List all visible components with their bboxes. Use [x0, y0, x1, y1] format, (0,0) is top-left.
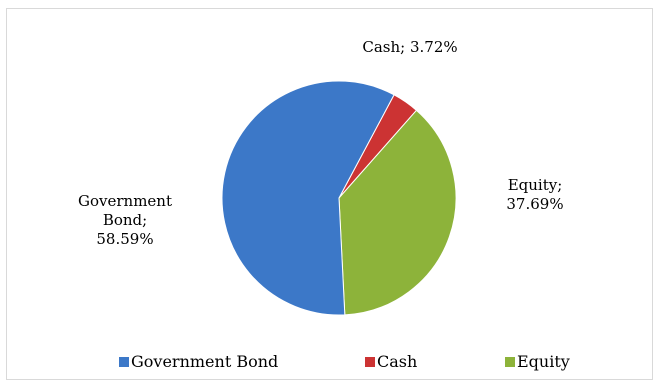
- legend-item-government-bond: Government Bond: [119, 352, 278, 371]
- legend-label-government-bond: Government Bond: [131, 352, 279, 371]
- legend-swatch-government-bond: [119, 356, 129, 367]
- legend-swatch-cash: [365, 356, 375, 367]
- data-label-equity: Equity; 37.69%: [506, 176, 563, 213]
- legend-swatch-equity: [505, 356, 515, 367]
- pie-slice-government-bond: [221, 80, 395, 316]
- legend: Government Bond Cash Equity: [0, 352, 660, 376]
- data-label-cash: Cash; 3.72%: [362, 38, 457, 56]
- legend-item-cash: Cash: [365, 352, 417, 371]
- legend-label-equity: Equity: [517, 352, 570, 371]
- legend-item-equity: Equity: [505, 352, 570, 371]
- legend-label-cash: Cash: [377, 352, 418, 371]
- data-label-government-bond: Government Bond; 58.59%: [78, 192, 172, 248]
- pie-slice-equity: [338, 109, 457, 316]
